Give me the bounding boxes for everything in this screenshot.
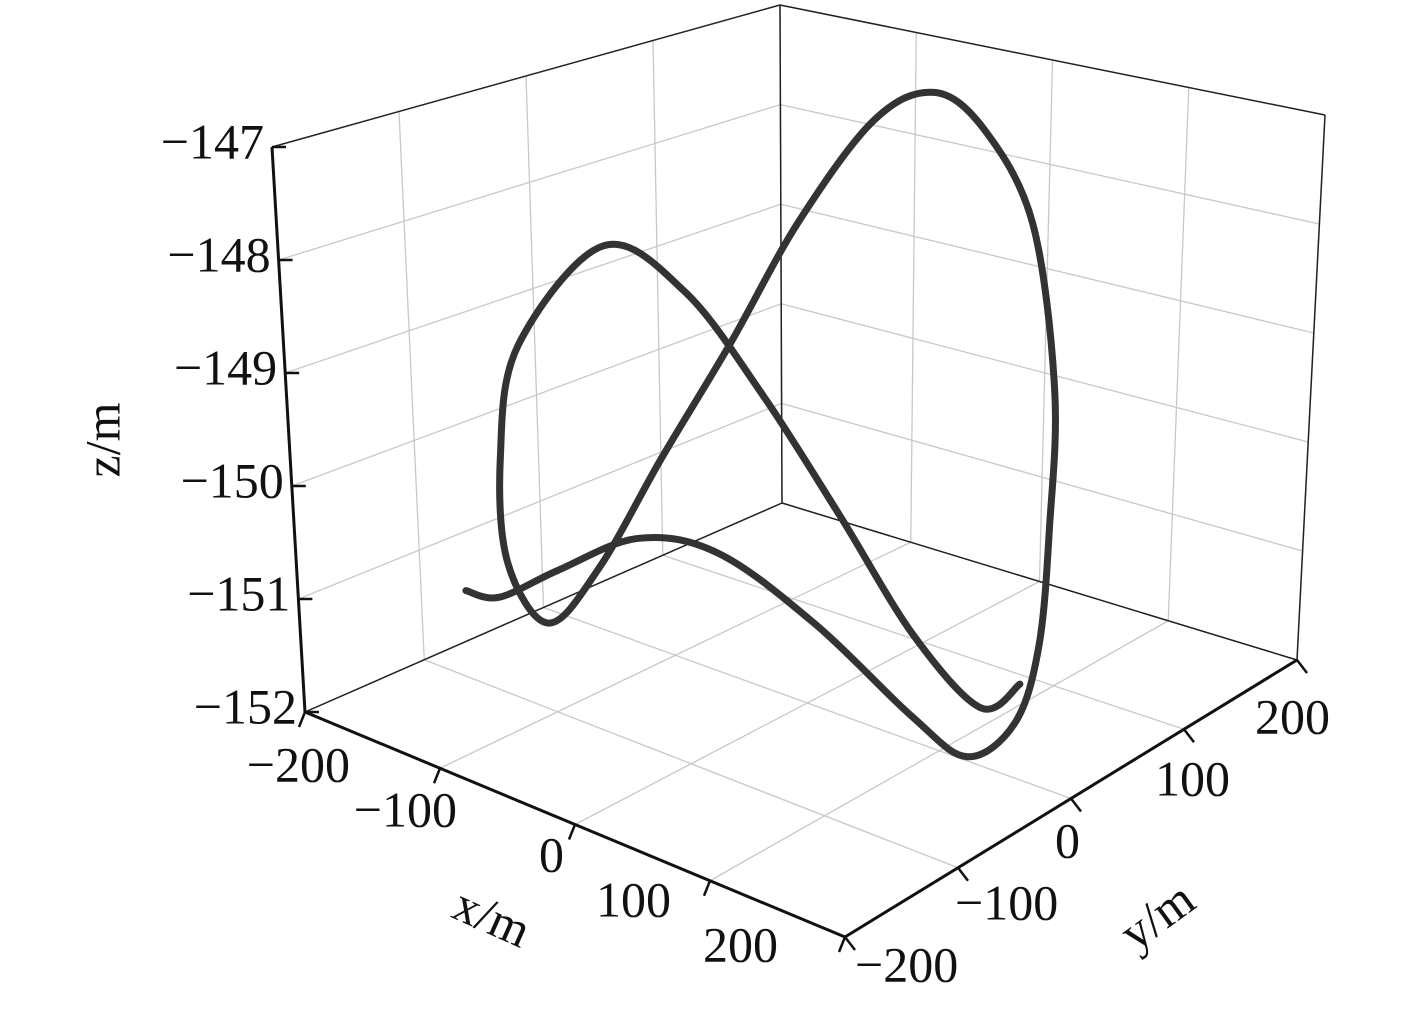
grid-line <box>424 659 959 869</box>
grid-line <box>780 203 1314 334</box>
y-tick-label: −200 <box>855 936 958 992</box>
x-tick <box>432 767 442 784</box>
y-tick-label: 200 <box>1255 688 1330 744</box>
grid-line <box>780 103 1320 225</box>
x-tick <box>702 880 712 897</box>
x-tick-label: −100 <box>354 781 457 837</box>
grid-line <box>284 203 782 374</box>
x-tick <box>297 711 307 728</box>
y-tick-label: 100 <box>1155 750 1230 806</box>
box-edge <box>779 4 1326 116</box>
grid-line <box>781 303 1309 443</box>
grid-line <box>652 40 664 556</box>
grid-line <box>662 554 1185 730</box>
y-tick <box>1183 728 1195 744</box>
y-tick <box>844 936 856 951</box>
y-tick-label: 0 <box>1055 812 1080 868</box>
x-tick-label: 0 <box>539 826 564 882</box>
grid-line <box>298 402 782 600</box>
z-tick-label: −152 <box>194 678 297 734</box>
x-tick-label: 200 <box>703 916 778 972</box>
box-edge <box>304 502 783 713</box>
trajectory-line <box>462 88 1059 761</box>
y-tick <box>1296 659 1308 674</box>
z-tick-label: −148 <box>167 226 270 282</box>
grid-line <box>291 303 782 487</box>
z-tick-label: −151 <box>187 565 290 621</box>
z-tick-label: −147 <box>161 113 264 169</box>
grid-line <box>910 32 917 543</box>
x-tick <box>567 824 577 840</box>
box-edge <box>271 4 781 148</box>
x-axis-label: x/m <box>445 876 539 959</box>
z-tick-label: −149 <box>174 339 277 395</box>
x-tick <box>837 936 847 953</box>
y-tick <box>957 866 969 882</box>
y-tick-label: −100 <box>955 874 1058 930</box>
y-axis-label: y/m <box>1109 870 1205 961</box>
grid-line <box>781 402 1303 552</box>
grid-line <box>398 111 425 660</box>
grid-line <box>278 103 781 261</box>
z-axis-label: z/m <box>74 402 130 477</box>
grid-line <box>543 606 1072 800</box>
x-tick-label: 100 <box>596 871 671 927</box>
z-axis <box>270 146 307 713</box>
x-tick-label: −200 <box>247 736 350 792</box>
y-tick <box>1070 797 1082 813</box>
z-tick-label: −150 <box>181 452 284 508</box>
box-edge <box>1296 114 1326 661</box>
box-edge <box>781 502 1298 661</box>
grid-line <box>525 75 545 608</box>
grid-line <box>1167 87 1190 621</box>
